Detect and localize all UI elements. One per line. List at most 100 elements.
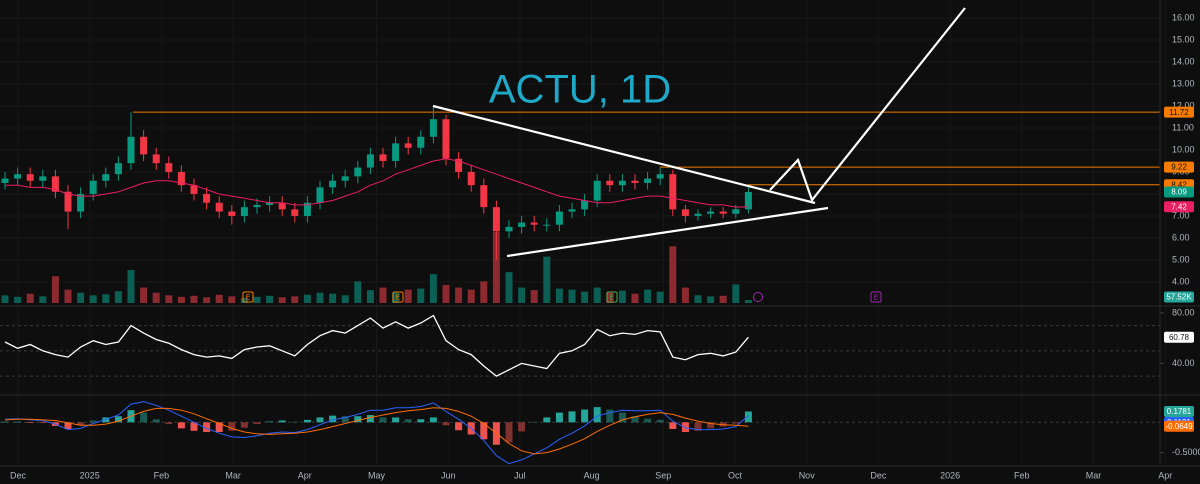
event-marker: [392, 291, 404, 303]
volume-bar: [64, 289, 72, 303]
candle-body: [732, 209, 740, 214]
volume-bar: [14, 296, 22, 303]
y-tick-label: 10.00: [1172, 144, 1195, 154]
x-tick-label: 2025: [80, 470, 100, 480]
candle-body: [694, 213, 702, 216]
volume-bar: [215, 294, 223, 303]
candle-body: [228, 211, 236, 216]
candle-body: [417, 136, 425, 148]
candle-body: [278, 202, 286, 210]
macd-histogram-bar: [694, 422, 702, 431]
volume-bar: [618, 290, 626, 303]
candle-body: [379, 154, 387, 161]
y-tick-label: 40.00: [1172, 358, 1195, 368]
volume-bar: [656, 291, 664, 303]
macd-histogram-bar: [215, 422, 223, 433]
y-tick-label: 7.00: [1172, 210, 1190, 220]
volume-bar: [492, 231, 500, 303]
volume-bar: [51, 276, 59, 303]
x-tick-label: Apr: [1158, 470, 1172, 480]
y-tick-label: 11.00: [1172, 122, 1194, 132]
candle-body: [392, 143, 400, 161]
x-tick-label: Jun: [441, 470, 456, 480]
volume-bar: [581, 291, 589, 303]
macd-histogram-bar: [316, 417, 324, 423]
candle-body: [64, 191, 72, 212]
volume-bar: [606, 292, 614, 303]
volume-bar: [39, 296, 47, 303]
value-box: [1164, 201, 1194, 213]
volume-bar: [228, 296, 236, 303]
candle-body: [240, 207, 248, 216]
volume-bar: [707, 296, 715, 303]
volume-bar: [240, 297, 248, 303]
macd-histogram-bar: [505, 422, 513, 443]
candle-body: [329, 180, 337, 188]
volume-bar: [732, 284, 740, 303]
event-label: E: [874, 294, 879, 301]
y-tick-label: 80.00: [1172, 307, 1195, 317]
x-tick-label: Feb: [1014, 470, 1030, 480]
moving-average: [5, 158, 749, 208]
candle-body: [669, 174, 677, 210]
volume-bar: [669, 246, 677, 303]
event-marker: [242, 291, 254, 303]
candle-body: [203, 193, 211, 203]
volume-bar: [316, 292, 324, 303]
volume-bar: [253, 296, 261, 303]
macd-histogram-bar: [656, 419, 664, 423]
y-tick-label: 5.00: [1172, 254, 1190, 264]
volume-bar: [467, 289, 475, 303]
volume-bar: [505, 272, 513, 303]
candle-body: [631, 180, 639, 183]
candle-body: [152, 154, 160, 164]
volume-bar: [719, 295, 727, 303]
value-box: [1164, 420, 1194, 432]
candle-body: [644, 178, 652, 183]
volume-bar: [89, 295, 97, 303]
candle-body: [291, 209, 299, 216]
candle-body: [177, 171, 185, 186]
candle-body: [618, 180, 626, 186]
volume-bar: [291, 296, 299, 303]
candle-body: [606, 180, 614, 186]
volume-bar: [480, 281, 488, 303]
candle-body: [89, 180, 97, 194]
candle-body: [467, 171, 475, 186]
macd-histogram-bar: [455, 422, 463, 431]
volume-bar: [744, 300, 752, 303]
volume-bar: [518, 287, 526, 303]
macd-histogram-bar: [177, 422, 185, 429]
volume-bar: [77, 292, 85, 303]
macd-histogram-bar: [543, 417, 551, 423]
macd-histogram-bar: [442, 422, 450, 426]
volume-bar: [644, 289, 652, 303]
macd-histogram-bar: [707, 422, 715, 429]
volume-bar: [190, 295, 198, 303]
macd-histogram-bar: [354, 416, 362, 423]
marks: [1, 105, 1160, 465]
chart-title: ACTU, 1D: [489, 68, 671, 112]
candle-body: [530, 222, 538, 225]
volume-bar: [442, 284, 450, 303]
macd-histogram-bar: [379, 417, 387, 423]
candle-body: [102, 174, 110, 181]
candle-body: [480, 185, 488, 208]
volume-bar: [140, 287, 148, 303]
volume-bar: [102, 294, 110, 303]
candle-body: [707, 211, 715, 214]
y-tick-label: 15.00: [1172, 34, 1195, 44]
macd-histogram-bar: [102, 417, 110, 423]
macd-histogram-bar: [303, 419, 311, 423]
macd-histogram-bar: [618, 412, 626, 423]
x-tick-label: Mar: [225, 470, 241, 480]
signal-line: [4, 407, 749, 455]
value-label: 7.42: [1171, 202, 1187, 211]
candle-body: [366, 154, 374, 168]
candle-body: [190, 185, 198, 194]
event-marker: [870, 291, 882, 303]
volume-bar: [26, 293, 34, 303]
volume-bar: [165, 295, 173, 303]
volume-bar: [593, 287, 601, 303]
candle-body: [215, 202, 223, 212]
